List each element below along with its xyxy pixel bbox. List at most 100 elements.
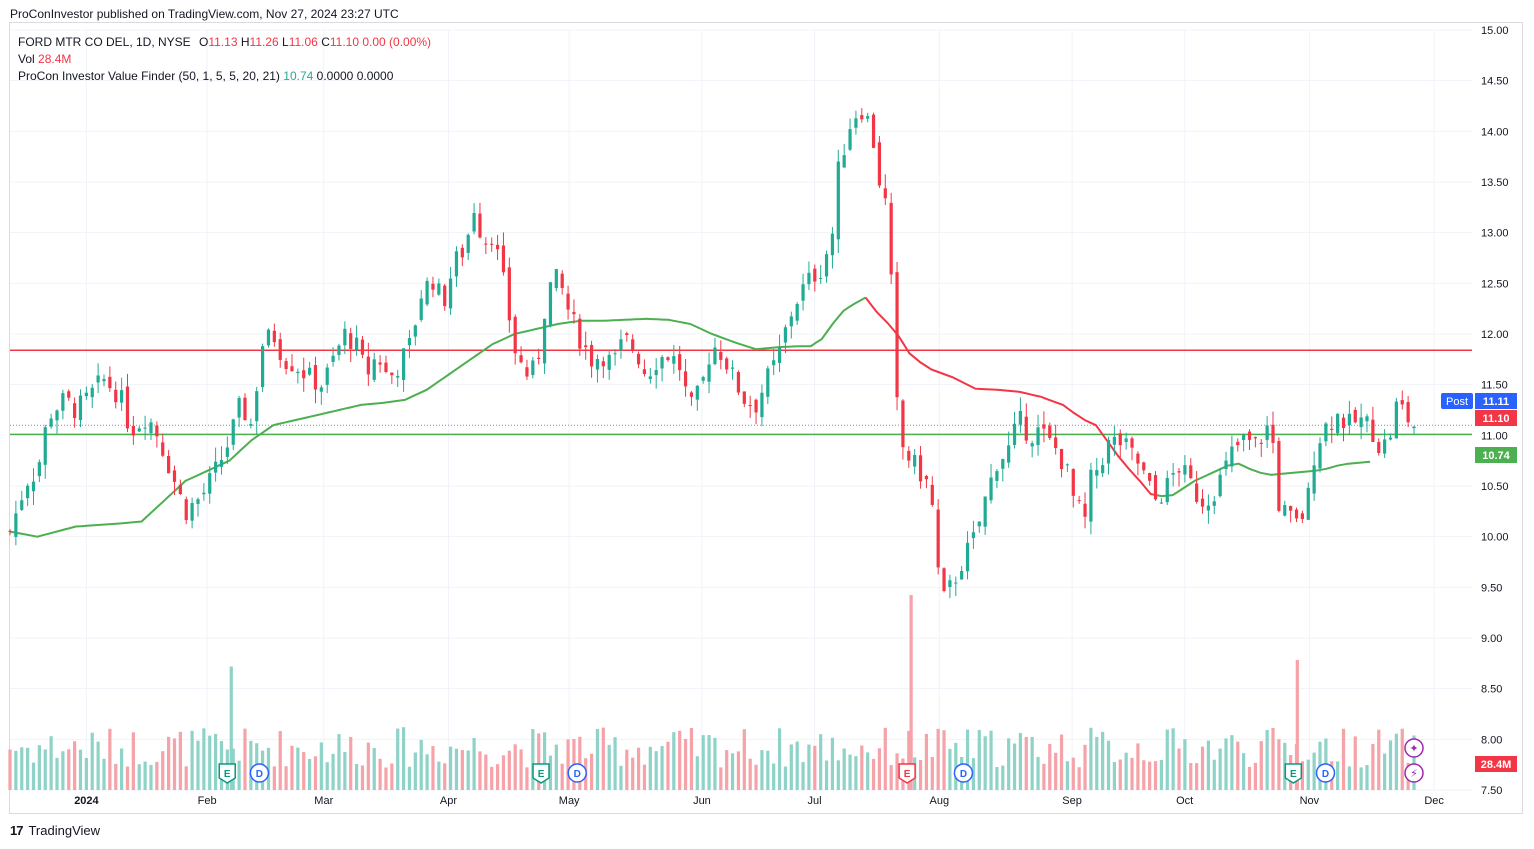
earnings-event-icon[interactable]: [1284, 763, 1303, 784]
volume-bar: [284, 766, 288, 790]
time-tick-label[interactable]: Dec: [1424, 795, 1444, 807]
time-tick-label[interactable]: Feb: [198, 795, 217, 807]
time-tick-label[interactable]: Jun: [693, 795, 711, 807]
candle-body: [378, 362, 382, 365]
chart-legend: FORD MTR CO DEL, 1D, NYSE O11.13 H11.26 …: [18, 34, 431, 85]
time-tick-label[interactable]: Sep: [1062, 795, 1082, 807]
candle-body: [648, 376, 652, 380]
candle-body: [636, 353, 641, 365]
volume-bar: [302, 752, 306, 790]
volume-bar: [1300, 761, 1304, 790]
volume-bar: [466, 750, 470, 790]
candle-body: [396, 375, 400, 378]
future-event-icon[interactable]: [1404, 738, 1424, 758]
volume-bar: [78, 749, 83, 790]
volume-bar: [1265, 730, 1269, 790]
candle-body: [1071, 469, 1075, 496]
volume-bar: [290, 745, 294, 790]
time-tick-label[interactable]: May: [559, 795, 580, 807]
price-tick-label[interactable]: 12.50: [1481, 278, 1509, 290]
candle-body: [231, 419, 235, 445]
volume-bar: [607, 744, 611, 790]
volume-bar: [1371, 743, 1375, 790]
volume-bar: [378, 758, 382, 790]
dividend-event-icon[interactable]: [567, 763, 587, 783]
volume-bar: [895, 753, 899, 790]
volume-bar: [472, 738, 476, 790]
price-tick-label[interactable]: 8.00: [1481, 734, 1502, 746]
candle-body: [1124, 438, 1128, 443]
volume-bar: [484, 754, 488, 790]
volume-bar: [989, 730, 993, 790]
value-finder-segment-green: [9, 296, 867, 538]
lightning-event-icon[interactable]: [1404, 763, 1424, 783]
price-tick-label[interactable]: 14.00: [1481, 126, 1509, 138]
event-markers[interactable]: E D E D E D E D ✦ ⚡: [218, 738, 1424, 784]
candle-body: [325, 367, 329, 385]
dividend-event-icon[interactable]: [1315, 763, 1336, 783]
dividend-event-icon[interactable]: [953, 763, 974, 783]
price-tick-label[interactable]: 8.50: [1481, 684, 1502, 696]
earnings-event-icon[interactable]: [218, 763, 236, 784]
candle-body: [73, 403, 77, 419]
earnings-event-icon[interactable]: [898, 763, 916, 784]
volume-bar: [1341, 728, 1346, 790]
volume-bar: [143, 761, 147, 790]
candle-body: [954, 582, 958, 584]
price-tick-label[interactable]: 9.50: [1481, 582, 1502, 594]
time-tick-label[interactable]: Aug: [930, 795, 950, 807]
candle-body: [213, 461, 218, 473]
price-tick-label[interactable]: 10.50: [1481, 481, 1509, 493]
time-tick-label[interactable]: Apr: [440, 795, 457, 807]
candle-body: [819, 278, 823, 280]
symbol-label: FORD MTR CO DEL, 1D, NYSE: [18, 35, 191, 49]
volume-bar: [161, 751, 165, 790]
candle-body: [437, 283, 441, 295]
time-axis[interactable]: 2024 Feb Mar Apr May Jun Jul Aug Sep Oct Nov Dec: [74, 795, 1444, 807]
volume-bar: [689, 727, 694, 790]
price-tick-label[interactable]: 12.00: [1481, 329, 1509, 341]
candle-body: [419, 298, 423, 320]
volume-bar: [1189, 763, 1193, 790]
candle-body: [1200, 498, 1205, 507]
volume-bar: [942, 730, 946, 790]
price-tick-label[interactable]: 11.00: [1481, 430, 1508, 442]
price-tick-label[interactable]: 7.50: [1481, 785, 1502, 797]
legend-symbol-row[interactable]: FORD MTR CO DEL, 1D, NYSE O11.13 H11.26 …: [18, 34, 431, 51]
candle-body: [807, 272, 811, 285]
volume-bar: [114, 763, 118, 790]
volume-bar: [995, 767, 999, 790]
price-axis[interactable]: 15.00 14.50 14.00 13.50 13.00 12.50 12.00 11.50…: [1481, 25, 1509, 797]
legend-indicator-row[interactable]: ProCon Investor Value Finder (50, 1, 5, …: [18, 68, 431, 85]
lightning-glyph: ⚡: [1410, 767, 1418, 780]
tradingview-footer[interactable]: 17 TradingView: [10, 823, 100, 838]
price-tick-label[interactable]: 14.50: [1481, 76, 1509, 88]
dividend-event-icon[interactable]: [249, 763, 270, 783]
candle-body: [701, 377, 705, 381]
time-tick-label[interactable]: Jul: [808, 795, 822, 807]
candle-body: [1336, 413, 1340, 434]
legend-volume-row[interactable]: Vol 28.4M: [18, 51, 431, 68]
time-tick-label[interactable]: Oct: [1176, 795, 1193, 807]
candle-body: [20, 500, 24, 510]
earnings-event-icon[interactable]: [532, 763, 550, 784]
time-tick-label[interactable]: Mar: [314, 795, 333, 807]
volume-bar: [889, 765, 893, 790]
candle-body: [131, 425, 135, 436]
price-tick-label[interactable]: 13.50: [1481, 177, 1509, 189]
volume-bar: [871, 758, 876, 790]
candle-body: [184, 499, 188, 520]
time-tick-label[interactable]: Nov: [1300, 795, 1320, 807]
price-tick-label[interactable]: 11.50: [1481, 380, 1508, 392]
volume-bar: [67, 749, 71, 790]
price-tick-label[interactable]: 10.00: [1481, 532, 1509, 544]
candle-body: [1271, 424, 1275, 443]
volume-bar: [490, 766, 494, 790]
candle-body: [531, 360, 535, 376]
price-tick-label[interactable]: 13.00: [1481, 228, 1509, 240]
price-tick-label[interactable]: 15.00: [1481, 25, 1509, 37]
price-tick-label[interactable]: 9.00: [1481, 633, 1502, 645]
time-tick-label[interactable]: 2024: [74, 795, 99, 807]
chart-frame[interactable]: [9, 22, 1523, 814]
